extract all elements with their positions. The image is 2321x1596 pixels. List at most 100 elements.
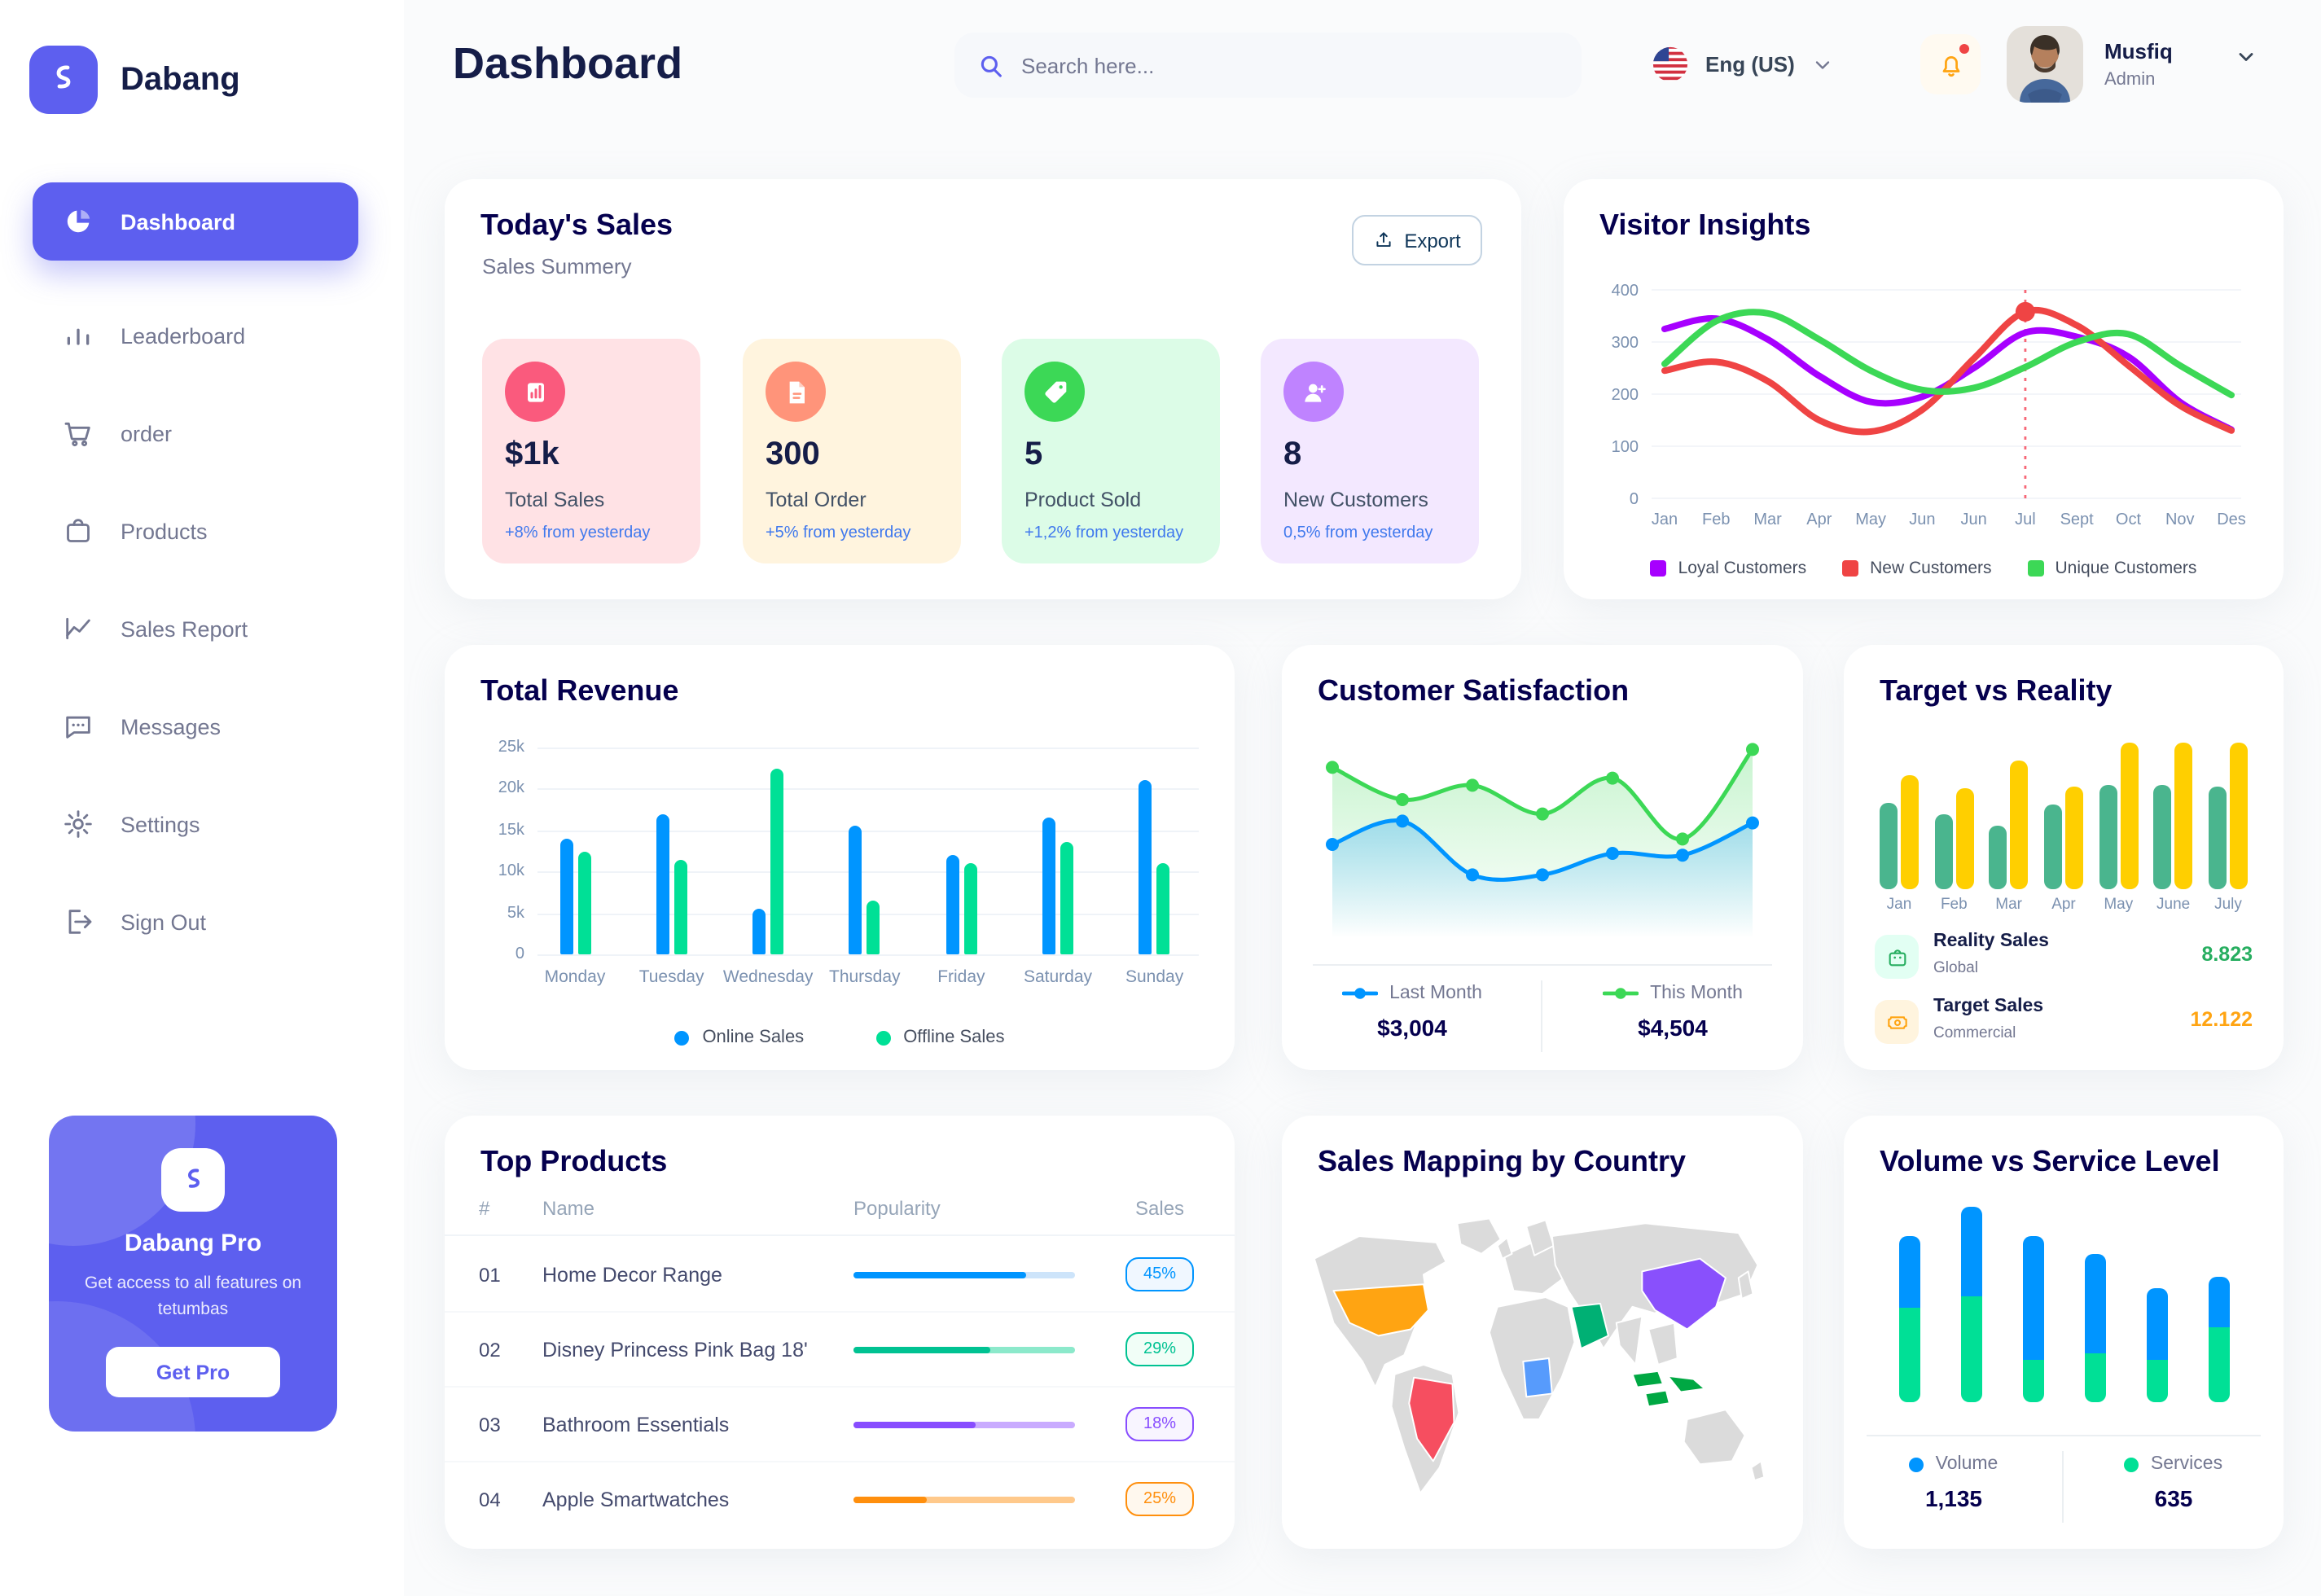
stat-value: 300 [766,436,820,472]
services-segment [1898,1308,1920,1402]
search-icon [981,55,1002,77]
stacked-bar [2208,1277,2229,1402]
language-selector[interactable]: Eng (US) [1652,46,1834,83]
popularity-bar [853,1497,1075,1503]
pro-card: Dabang Pro Get access to all features on… [49,1116,337,1432]
brand-name: Dabang [121,61,240,97]
world-map [1313,1217,1766,1494]
legend-item: This Month $4,504 [1542,984,1803,1041]
user-icon [1283,362,1344,422]
sidebar-item-label: order [121,421,173,445]
stat-value: 8 [1283,436,1302,472]
avatar-image [2007,26,2083,103]
legend-item: Services 635 [2064,1454,2284,1511]
svg-text:Feb: Feb [1702,511,1730,528]
sidebar-item-dashboard[interactable]: Dashboard [33,182,358,261]
dot-line-icon [1342,988,1379,999]
legend-item: Offline Sales [875,1028,1005,1047]
export-label: Export [1404,229,1461,252]
legend-label: Volume [1935,1454,1999,1474]
y-tick-label: 10k [498,862,524,881]
divider [1313,964,1772,966]
get-pro-button[interactable]: Get Pro [106,1347,280,1397]
sidebar-item-sales-report[interactable]: Sales Report [33,596,358,661]
stat-delta: 0,5% from yesterday [1283,524,1433,542]
sidebar-item-label: Dashboard [121,209,236,234]
sidebar-item-products[interactable]: Products [33,498,358,563]
online-sales-bar [752,909,766,954]
pie-icon [62,205,94,238]
product-number: 01 [479,1264,501,1287]
legend-item: Online Sales [674,1028,804,1047]
volume-segment [2022,1236,2043,1360]
table-row: 01 Home Decor Range 45% [445,1238,1235,1313]
online-sales-bar [1042,818,1055,954]
today-sales-card: Today's Sales Sales Summery Export $1k To… [445,179,1521,599]
notification-button[interactable] [1920,34,1981,94]
volume-segment [2146,1288,2167,1360]
profile-chevron-icon[interactable] [2235,46,2257,68]
user-name: Musfiq [2104,39,2173,64]
volume-segment [1960,1207,1981,1297]
search-bar[interactable] [954,33,1582,98]
table-row: 04 Apple Smartwatches 25% [445,1462,1235,1537]
dot-line-icon [1603,988,1639,999]
column-sales: Sales [1135,1197,1185,1220]
sidebar-item-messages[interactable]: Messages [33,694,358,759]
product-number: 04 [479,1489,501,1511]
sidebar: Dabang Dashboard Leaderboard order Products… [0,0,404,1596]
column-name: Name [542,1197,595,1220]
legend-subtitle: Global [1933,959,1978,977]
legend-value: 12.122 [2190,1008,2253,1031]
stat-value: $1k [505,436,559,472]
stacked-bar [2084,1253,2105,1402]
reality-bar [1880,802,1898,889]
sidebar-item-leaderboard[interactable]: Leaderboard [33,303,358,368]
services-segment [2208,1327,2229,1402]
target-vs-reality-chart: Jan Feb Mar Apr May June July [1844,733,2284,922]
search-input[interactable] [1021,53,1559,77]
notification-dot [1959,44,1969,54]
offline-sales-bar [1156,863,1170,954]
x-axis-label: Wednesday [722,967,814,987]
sales-mapping-card: Sales Mapping by Country [1282,1116,1803,1549]
reality-bar [1934,814,1953,889]
x-axis-label: Apr [2051,896,2076,914]
map-india [1615,1315,1643,1366]
today-sales-subtitle: Sales Summery [482,254,632,278]
svg-text:May: May [1855,511,1886,528]
services-segment [1960,1296,1981,1402]
legend-row-target: Target Sales Commercial 12.122 [1875,997,2253,1049]
sidebar-item-sign-out[interactable]: Sign Out [33,889,358,954]
map-greenland [1456,1217,1502,1255]
svg-text:400: 400 [1612,282,1639,300]
bell-icon [1941,55,1959,77]
chevron-down-icon [1815,60,1829,68]
online-sales-bar [656,813,669,954]
legbag-icon [1875,935,1919,979]
y-tick-label: 5k [507,904,524,923]
svg-text:Apr: Apr [1806,511,1832,528]
visitor-insights-legend: Loyal Customers New Customers Unique Custo… [1564,559,2284,578]
volume-service-chart [1844,1194,2284,1409]
sidebar-item-order[interactable]: order [33,401,358,466]
column-popularity: Popularity [853,1197,941,1220]
pro-title: Dabang Pro [124,1230,262,1257]
export-button[interactable]: Export [1352,215,1482,265]
top-products-card: Top Products # Name Popularity Sales 01 H… [445,1116,1235,1549]
legend-item: Loyal Customers [1650,559,1806,578]
popularity-fill [853,1272,1027,1278]
legend-label: This Month [1650,984,1743,1003]
page-title: Dashboard [453,39,683,88]
legend-value: 1,135 [1924,1485,1983,1511]
legend-item: Volume 1,135 [1844,1454,2064,1511]
avatar[interactable] [2007,26,2083,103]
stat-card-3: 5 Product Sold +1,2% from yesterday [1002,339,1220,563]
volume-segment [2084,1253,2105,1353]
sidebar-item-settings[interactable]: Settings [33,791,358,857]
map-new-zealand [1750,1460,1766,1481]
legend-label-row: This Month [1542,984,1803,1003]
product-name: Apple Smartwatches [542,1489,730,1511]
legend-value: 8.823 [2201,943,2253,966]
legend-swatch [1650,560,1667,577]
